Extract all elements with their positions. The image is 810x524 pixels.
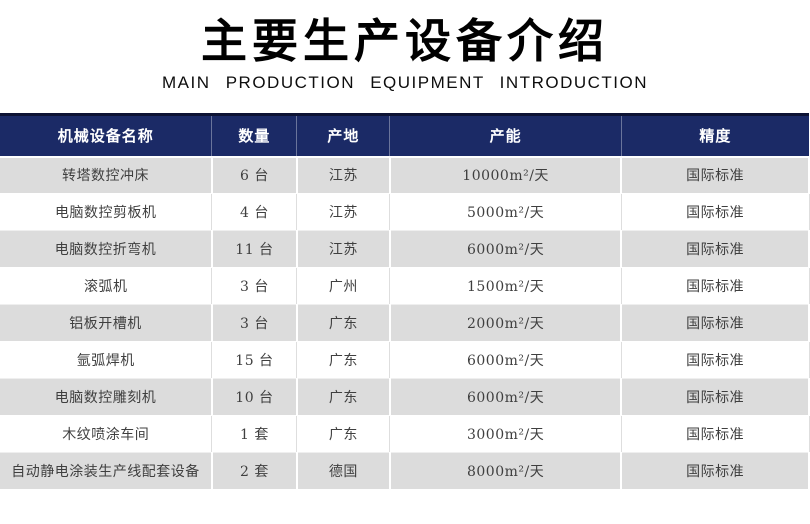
title-block: 主要生产设备介绍 MAIN PRODUCTION EQUIPMENT INTRO… — [0, 0, 810, 93]
table-row: 铝板开槽机 3 台 广东 2000m²/天 国际标准 — [0, 304, 810, 342]
cell-precision: 国际标准 — [621, 341, 810, 379]
cell-quantity: 15 台 — [211, 341, 298, 379]
cell-origin: 江苏 — [296, 230, 391, 268]
cell-precision: 国际标准 — [621, 304, 810, 342]
cell-capacity: 5000m²/天 — [389, 193, 622, 231]
cell-capacity: 2000m²/天 — [389, 304, 623, 342]
table-row: 电脑数控剪板机 4 台 江苏 5000m²/天 国际标准 — [0, 193, 810, 231]
cell-equipment-name: 木纹喷涂车间 — [0, 415, 213, 453]
cell-origin: 广东 — [296, 415, 391, 453]
column-header-equipment-name: 机械设备名称 — [0, 113, 213, 158]
cell-origin: 广东 — [296, 304, 391, 342]
cell-precision: 国际标准 — [621, 452, 810, 490]
cell-equipment-name: 自动静电涂装生产线配套设备 — [0, 452, 213, 490]
cell-capacity: 6000m²/天 — [389, 341, 622, 379]
cell-quantity: 3 台 — [211, 267, 298, 305]
table-row: 自动静电涂装生产线配套设备 2 套 德国 8000m²/天 国际标准 — [0, 452, 810, 490]
cell-quantity: 4 台 — [211, 193, 298, 231]
page-title: 主要生产设备介绍 — [201, 15, 609, 67]
cell-capacity: 1500m²/天 — [389, 267, 622, 305]
cell-equipment-name: 电脑数控雕刻机 — [0, 378, 213, 416]
table-row: 电脑数控雕刻机 10 台 广东 6000m²/天 国际标准 — [0, 378, 810, 416]
cell-precision: 国际标准 — [621, 193, 810, 231]
table-row: 滚弧机 3 台 广州 1500m²/天 国际标准 — [0, 267, 810, 305]
cell-equipment-name: 氩弧焊机 — [0, 341, 213, 379]
table-header-row: 机械设备名称 数量 产地 产能 精度 — [0, 113, 809, 158]
cell-quantity: 11 台 — [211, 230, 298, 268]
cell-capacity: 10000m²/天 — [389, 156, 623, 194]
cell-precision: 国际标准 — [621, 378, 810, 416]
equipment-table: 机械设备名称 数量 产地 产能 精度 转塔数控冲床 6 台 江苏 10000m²… — [0, 113, 810, 490]
cell-origin: 广州 — [296, 267, 391, 305]
cell-quantity: 3 台 — [211, 304, 298, 342]
cell-quantity: 10 台 — [211, 378, 298, 416]
cell-capacity: 6000m²/天 — [389, 378, 623, 416]
cell-equipment-name: 滚弧机 — [0, 267, 213, 305]
cell-precision: 国际标准 — [621, 267, 810, 305]
page: 主要生产设备介绍 MAIN PRODUCTION EQUIPMENT INTRO… — [0, 0, 810, 490]
column-header-capacity: 产能 — [389, 113, 622, 158]
cell-equipment-name: 电脑数控折弯机 — [0, 230, 213, 268]
cell-quantity: 1 套 — [211, 415, 298, 453]
column-header-quantity: 数量 — [211, 113, 298, 158]
cell-origin: 广东 — [296, 341, 391, 379]
table-row: 氩弧焊机 15 台 广东 6000m²/天 国际标准 — [0, 341, 810, 379]
cell-capacity: 8000m²/天 — [389, 452, 623, 490]
cell-quantity: 6 台 — [211, 156, 298, 194]
cell-quantity: 2 套 — [211, 452, 298, 490]
cell-origin: 江苏 — [296, 193, 391, 231]
page-subtitle: MAIN PRODUCTION EQUIPMENT INTRODUCTION — [161, 73, 649, 92]
cell-capacity: 6000m²/天 — [389, 230, 623, 268]
cell-precision: 国际标准 — [621, 230, 810, 268]
cell-precision: 国际标准 — [621, 156, 810, 194]
cell-equipment-name: 电脑数控剪板机 — [0, 193, 213, 231]
cell-equipment-name: 转塔数控冲床 — [0, 156, 213, 194]
table-row: 转塔数控冲床 6 台 江苏 10000m²/天 国际标准 — [0, 156, 810, 194]
column-header-origin: 产地 — [296, 113, 391, 158]
column-header-precision: 精度 — [621, 113, 809, 158]
table-row: 木纹喷涂车间 1 套 广东 3000m²/天 国际标准 — [0, 415, 810, 453]
cell-equipment-name: 铝板开槽机 — [0, 304, 213, 342]
cell-capacity: 3000m²/天 — [389, 415, 622, 453]
cell-origin: 江苏 — [296, 156, 391, 194]
cell-origin: 德国 — [296, 452, 391, 490]
table-row: 电脑数控折弯机 11 台 江苏 6000m²/天 国际标准 — [0, 230, 810, 268]
cell-origin: 广东 — [296, 378, 391, 416]
cell-precision: 国际标准 — [621, 415, 810, 453]
